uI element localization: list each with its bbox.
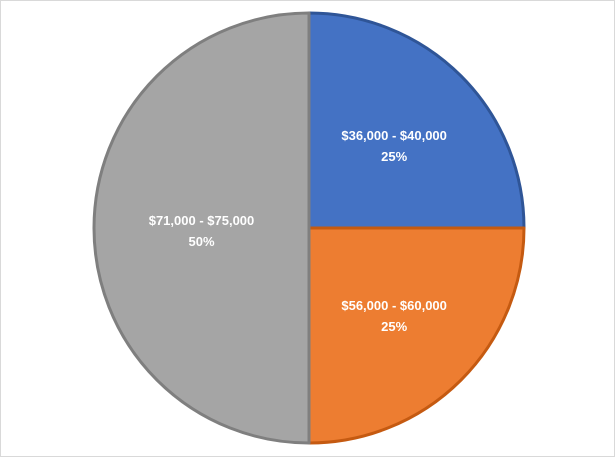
slice-category-label: $71,000 - $75,000: [149, 213, 255, 228]
slice-category-label: $56,000 - $60,000: [341, 298, 447, 313]
pie-slice-2: [92, 11, 311, 445]
pie-slice-0: [307, 11, 526, 230]
pie-slice-1: [307, 226, 526, 445]
pie-labels: $36,000 - $40,000 25% $56,000 - $60,000 25%…: [149, 128, 447, 334]
slice-category-label: $36,000 - $40,000: [341, 128, 447, 143]
slice-percent-label: 50%: [188, 234, 214, 249]
pie-slices: [92, 11, 526, 445]
slice-percent-label: 25%: [381, 149, 407, 164]
slice-percent-label: 25%: [381, 319, 407, 334]
